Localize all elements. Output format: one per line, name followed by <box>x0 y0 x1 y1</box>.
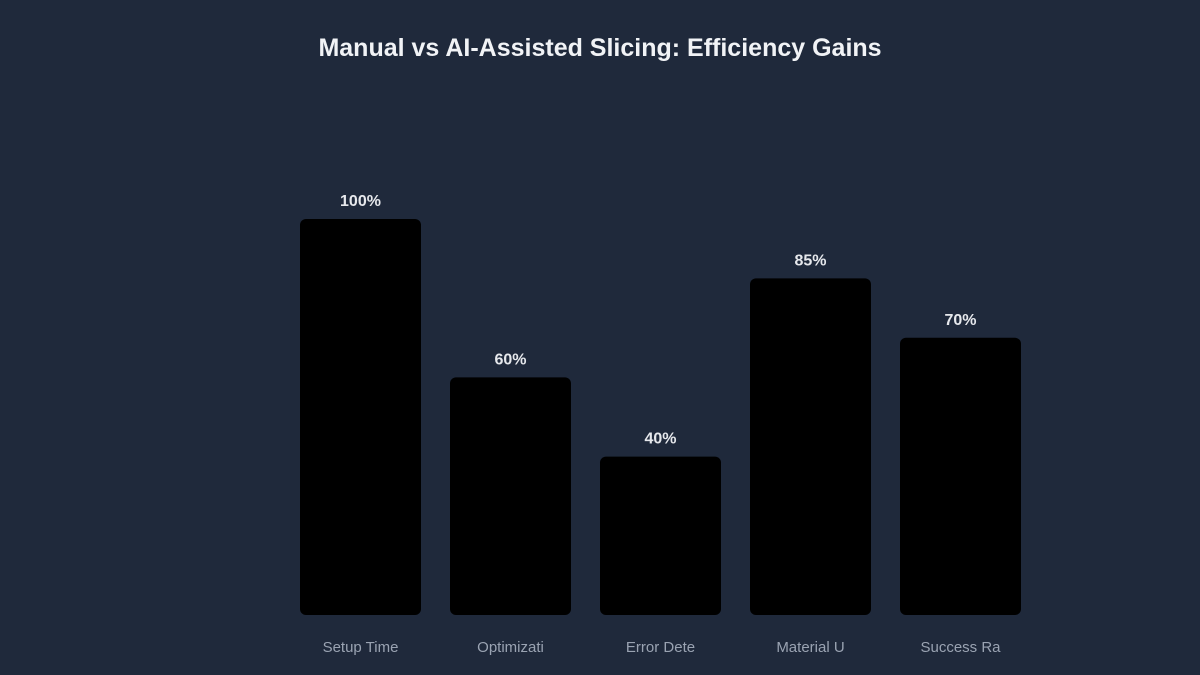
data-label-4: 70% <box>944 312 976 329</box>
bar-4 <box>900 337 1021 615</box>
bar-2 <box>600 456 721 615</box>
bar-1 <box>450 377 571 615</box>
x-tick-label-4: Success Ra <box>920 639 1001 656</box>
data-label-3: 85% <box>794 252 826 269</box>
x-tick-label-3: Material U <box>776 639 844 656</box>
bar-3 <box>750 278 871 615</box>
x-tick-label-1: Optimizati <box>477 639 544 656</box>
x-tick-label-0: Setup Time <box>323 639 399 656</box>
bar-0 <box>300 219 421 615</box>
x-tick-label-2: Error Dete <box>626 639 695 656</box>
data-label-0: 100% <box>340 193 381 210</box>
data-label-1: 60% <box>494 351 526 368</box>
data-label-2: 40% <box>644 431 676 448</box>
chart-title: Manual vs AI-Assisted Slicing: Efficienc… <box>318 34 882 62</box>
